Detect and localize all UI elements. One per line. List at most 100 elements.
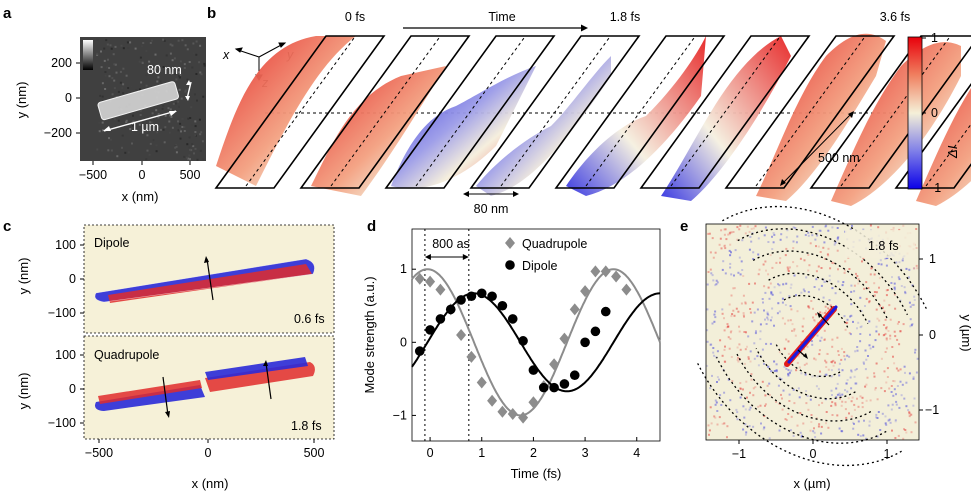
noise-speckle: [873, 282, 876, 285]
noise-speckle: [846, 321, 849, 324]
noise-speckle: [842, 281, 845, 284]
snapshot-frame: [809, 35, 971, 206]
frame-outline: [214, 35, 386, 189]
noise-speckle: [742, 312, 745, 315]
sem-speckle: [179, 128, 182, 131]
noise-speckle: [885, 264, 888, 267]
noise-speckle: [707, 424, 710, 427]
noise-speckle: [757, 237, 760, 240]
noise-speckle: [737, 310, 740, 313]
noise-speckle: [875, 416, 878, 419]
sem-speckle: [201, 140, 204, 143]
noise-speckle: [749, 350, 752, 353]
noise-speckle: [883, 299, 886, 302]
sem-speckle: [149, 42, 152, 44]
sem-speckle: [127, 87, 130, 89]
noise-speckle: [825, 361, 828, 364]
noise-speckle: [904, 292, 907, 295]
sem-speckle: [192, 52, 195, 55]
noise-speckle: [860, 309, 863, 312]
sem-speckle: [196, 158, 199, 161]
time-arrow-label: Time: [488, 10, 515, 24]
noise-speckle: [855, 368, 858, 370]
noise-speckle: [787, 413, 790, 415]
noise-speckle: [787, 268, 790, 271]
noise-speckle: [843, 271, 846, 274]
noise-speckle: [752, 394, 755, 397]
noise-speckle: [765, 269, 767, 272]
noise-speckle: [873, 273, 876, 276]
noise-speckle: [748, 230, 751, 233]
cb-tick: −1: [927, 181, 941, 195]
noise-speckle: [846, 318, 849, 321]
sem-speckle: [175, 78, 178, 81]
noise-speckle: [856, 397, 858, 400]
noise-speckle: [726, 425, 729, 428]
noise-speckle: [811, 225, 814, 228]
noise-speckle: [788, 400, 791, 402]
noise-speckle: [843, 351, 846, 354]
sem-speckle: [110, 138, 112, 141]
noise-speckle: [775, 401, 778, 403]
noise-speckle: [823, 241, 826, 244]
period-annotation: 800 as: [432, 237, 470, 251]
noise-speckle: [834, 361, 836, 364]
noise-speckle: [706, 340, 709, 343]
noise-speckle: [870, 267, 873, 270]
noise-speckle: [735, 307, 738, 310]
sem-speckle: [102, 129, 104, 132]
sem-speckle: [193, 152, 195, 155]
c-ytick: 100: [55, 348, 76, 362]
noise-speckle: [775, 261, 778, 264]
noise-speckle: [730, 330, 733, 332]
noise-speckle: [879, 429, 882, 431]
noise-speckle: [787, 352, 790, 355]
sem-speckle: [159, 128, 162, 131]
noise-speckle: [793, 402, 796, 405]
noise-speckle: [912, 404, 915, 407]
sem-speckle: [155, 66, 157, 69]
noise-speckle: [815, 245, 817, 248]
noise-speckle: [853, 422, 855, 425]
noise-speckle: [733, 314, 736, 317]
sem-speckle: [189, 148, 191, 151]
noise-speckle: [769, 282, 772, 285]
noise-speckle: [775, 369, 778, 372]
sem-speckle: [96, 52, 99, 55]
noise-speckle: [726, 436, 728, 439]
panel-d: d 0 1 2 3 4 1 0 −1 Time (fs) Mode strength (a.u.)…: [362, 218, 661, 481]
noise-speckle: [851, 224, 853, 227]
noise-speckle: [824, 311, 827, 314]
sem-speckle: [179, 60, 182, 63]
snapshot-frame: [214, 35, 386, 189]
sem-speckle: [174, 102, 177, 105]
noise-speckle: [894, 420, 897, 423]
sem-speckle: [96, 53, 99, 56]
noise-speckle: [905, 431, 908, 434]
noise-speckle: [869, 333, 871, 336]
noise-speckle: [868, 344, 871, 347]
noise-speckle: [763, 309, 765, 312]
noise-speckle: [907, 409, 910, 412]
y-axis-label: Mode strength (a.u.): [362, 276, 377, 393]
noise-speckle: [811, 375, 814, 378]
noise-speckle: [715, 283, 718, 286]
dipole-arrow: [206, 258, 214, 301]
far-field-noise: [706, 224, 919, 440]
noise-speckle: [912, 303, 915, 306]
quadrupole-point: [466, 350, 477, 363]
sem-speckle: [188, 146, 191, 149]
noise-speckle: [875, 330, 878, 333]
c-ytick: 0: [69, 382, 76, 396]
noise-speckle: [739, 396, 742, 399]
sem-speckle: [163, 141, 166, 144]
noise-speckle: [897, 321, 900, 323]
noise-speckle: [915, 228, 918, 230]
noise-speckle: [744, 232, 747, 235]
noise-speckle: [750, 240, 753, 243]
noise-speckle: [835, 387, 838, 390]
sem-speckle: [185, 156, 188, 159]
noise-speckle: [768, 437, 771, 440]
noise-speckle: [771, 293, 774, 296]
noise-speckle: [753, 311, 756, 314]
